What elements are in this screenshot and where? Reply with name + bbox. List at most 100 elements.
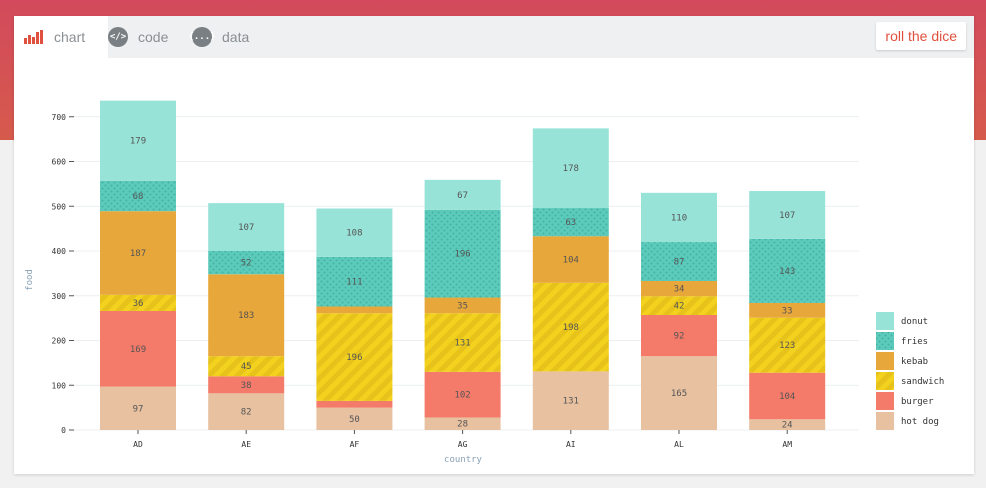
data-label: 102 (454, 391, 470, 401)
bar-segment[interactable] (100, 386, 176, 430)
bar-segment[interactable] (316, 400, 393, 408)
bar-segment[interactable] (208, 376, 285, 394)
bar-segment[interactable] (208, 203, 285, 251)
data-label: 108 (346, 229, 362, 239)
x-tick-label: AD (133, 440, 143, 449)
bar-segment[interactable] (641, 296, 717, 315)
bar-segment[interactable] (641, 192, 717, 243)
tab-data[interactable]: {...} data (188, 16, 249, 58)
bar-segment[interactable] (316, 208, 393, 257)
bar-segment[interactable] (424, 371, 501, 418)
y-tick-label: 100 (52, 381, 67, 390)
bar-segment[interactable] (424, 209, 501, 298)
y-axis-title: food (25, 269, 35, 291)
bar-segment[interactable] (100, 100, 176, 181)
y-tick-label: 300 (52, 292, 67, 301)
bar-segment[interactable] (641, 314, 717, 357)
bar-segment[interactable] (749, 419, 826, 430)
data-label: 107 (238, 223, 254, 233)
data-label: 178 (563, 164, 579, 174)
x-tick-label: AM (782, 440, 792, 449)
bar-segment[interactable] (316, 313, 393, 401)
bar-segment[interactable] (532, 371, 609, 430)
data-label: 131 (563, 397, 579, 407)
x-tick-label: AE (241, 440, 251, 449)
data-label: 165 (671, 389, 687, 399)
legend-swatch (876, 392, 894, 410)
bar-segment[interactable] (532, 236, 609, 283)
bar-segment[interactable] (641, 242, 717, 281)
bar-segment[interactable] (424, 297, 501, 314)
bar-segment[interactable] (424, 313, 501, 372)
data-label: 187 (130, 249, 146, 259)
data-label: 34 (674, 285, 685, 295)
bar-segment[interactable] (100, 180, 176, 212)
data-label: 107 (779, 211, 795, 221)
data-label: 104 (563, 256, 579, 266)
data-label: 33 (782, 306, 793, 316)
legend-label: burger (901, 397, 934, 407)
y-tick-label: 600 (52, 158, 67, 167)
bar-segment[interactable] (208, 393, 285, 430)
bar-segment[interactable] (100, 310, 176, 387)
data-label: 196 (346, 353, 362, 363)
data-label: 183 (238, 311, 254, 321)
data-label: 179 (130, 137, 146, 147)
bar-segment[interactable] (208, 356, 285, 377)
bar-segment[interactable] (749, 302, 826, 318)
tab-chart[interactable]: chart (14, 16, 108, 58)
data-label: 82 (241, 408, 252, 418)
data-label: 123 (779, 341, 795, 351)
bar-segment[interactable] (424, 417, 501, 430)
data-label: 97 (133, 404, 144, 414)
y-tick-label: 400 (52, 247, 67, 256)
chart-card: chart </> code {...} data roll the dice … (14, 16, 974, 474)
stacked-bar-chart: 97 169 36 187 68 179 82 38 45 183 52 107 50 196 111 108… (25, 100, 944, 465)
x-tick-label: AF (350, 440, 360, 449)
legend-swatch (876, 372, 894, 390)
x-tick-label: AI (566, 440, 576, 449)
bar-segment[interactable] (100, 211, 176, 295)
bar-segment[interactable] (749, 238, 826, 303)
y-tick-label: 0 (61, 426, 66, 435)
tab-code[interactable]: </> code (108, 16, 168, 58)
data-label: 52 (241, 259, 252, 269)
data-label: 104 (779, 392, 795, 402)
bar-segment[interactable] (749, 191, 826, 239)
bar-segment[interactable] (532, 208, 609, 237)
data-label: 38 (241, 381, 252, 391)
bar-segment[interactable] (100, 294, 176, 311)
tab-bar: chart </> code {...} data roll the dice (14, 16, 974, 58)
roll-the-dice-button[interactable]: roll the dice (876, 22, 966, 50)
y-tick-label: 500 (52, 202, 67, 211)
data-label: 42 (674, 302, 685, 312)
bar-segment[interactable] (749, 317, 826, 373)
legend-label: sandwich (901, 377, 944, 387)
bar-segment[interactable] (424, 179, 501, 210)
y-tick-label: 700 (52, 113, 67, 122)
data-label: 111 (346, 278, 362, 288)
data-label: 67 (457, 191, 468, 201)
bar-segment[interactable] (316, 306, 393, 314)
data-label: 169 (130, 345, 146, 355)
data-label: 198 (563, 323, 579, 333)
tab-chart-label: chart (54, 29, 86, 45)
data-label: 68 (133, 192, 144, 202)
data-icon: {...} (188, 27, 216, 47)
data-label: 131 (454, 339, 470, 349)
legend-label: hot dog (901, 417, 939, 427)
bar-segment[interactable] (532, 282, 609, 372)
bar-segment[interactable] (532, 128, 609, 209)
bar-segment[interactable] (749, 372, 826, 420)
bar-segment[interactable] (208, 274, 285, 357)
bar-segment[interactable] (641, 280, 717, 297)
bar-segment[interactable] (316, 256, 393, 307)
data-label: 63 (565, 218, 576, 228)
tab-code-label: code (138, 29, 169, 45)
data-label: 45 (241, 362, 252, 372)
data-label: 28 (457, 420, 468, 430)
legend-swatch (876, 352, 894, 370)
bar-segment[interactable] (316, 407, 393, 430)
bar-segment[interactable] (641, 356, 717, 430)
bar-segment[interactable] (208, 251, 285, 275)
